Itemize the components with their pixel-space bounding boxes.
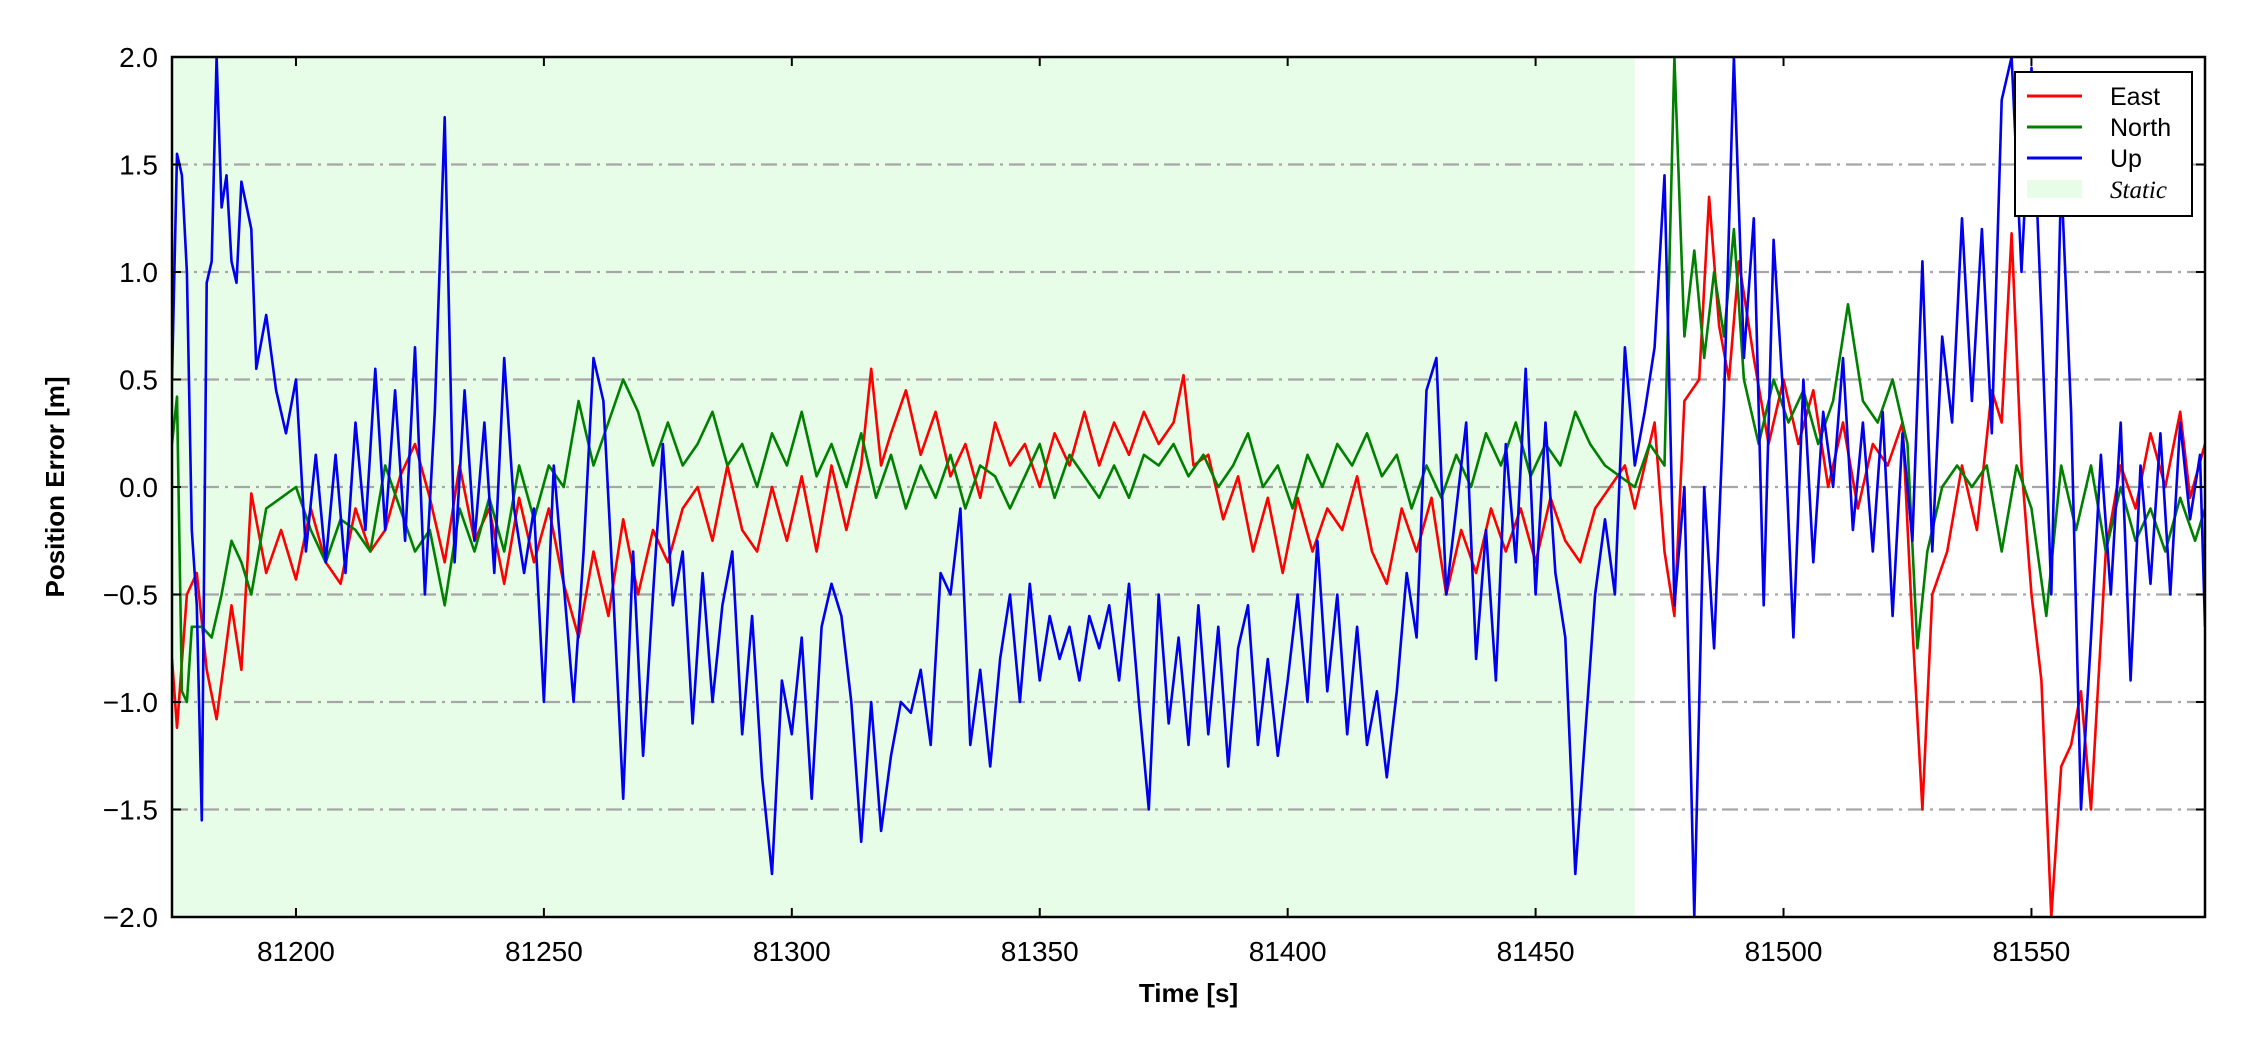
x-tick-label: 81450 — [1497, 936, 1575, 967]
x-tick-label: 81200 — [257, 936, 335, 967]
legend-label-up: Up — [2110, 145, 2142, 173]
y-tick-label: 0.5 — [119, 365, 158, 396]
y-tick-label: −2.0 — [103, 902, 158, 933]
legend-label-static: Static — [2110, 177, 2167, 204]
x-tick-label: 81300 — [753, 936, 831, 967]
x-tick-label: 81350 — [1001, 936, 1079, 967]
series-line-up — [172, 57, 2205, 917]
series-layer — [172, 57, 2205, 917]
y-tick-label: 0.0 — [119, 472, 158, 503]
y-tick-label: 2.0 — [119, 42, 158, 73]
legend-label-east: East — [2110, 83, 2160, 111]
x-tick-label: 81400 — [1249, 936, 1327, 967]
y-tick-label: −1.0 — [103, 687, 158, 718]
y-tick-label: 1.0 — [119, 257, 158, 288]
x-axis-title: Time [s] — [1139, 978, 1238, 1008]
ticks-layer: 81200 81250 81300 81350 81400 81450 81500 81550… — [103, 42, 2205, 967]
y-tick-label: −0.5 — [103, 580, 158, 611]
legend: East North Up Static — [2014, 71, 2193, 217]
x-tick-label: 81500 — [1745, 936, 1823, 967]
y-tick-label: 1.5 — [119, 150, 158, 181]
y-tick-label: −1.5 — [103, 795, 158, 826]
legend-swatch-static — [2027, 180, 2082, 198]
grid-layer — [172, 163, 2205, 811]
legend-label-north: North — [2110, 114, 2171, 142]
series-line-north — [172, 57, 2205, 704]
x-tick-label: 81250 — [505, 936, 583, 967]
x-tick-label: 81550 — [1993, 936, 2071, 967]
y-axis-title: Position Error [m] — [40, 376, 70, 597]
